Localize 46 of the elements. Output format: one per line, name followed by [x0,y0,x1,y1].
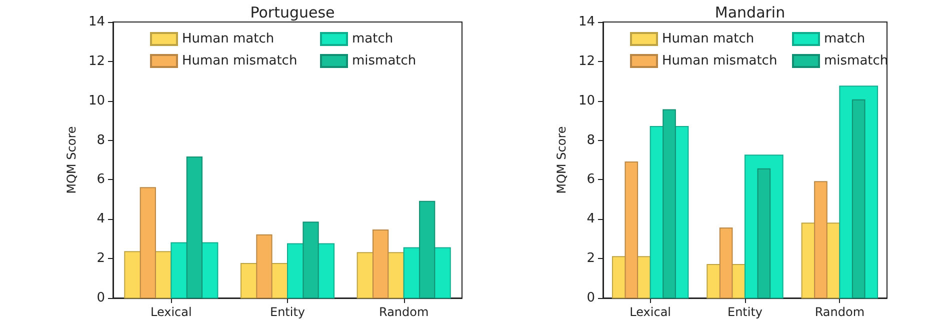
bar [662,109,676,298]
bar [719,228,733,298]
y-tick-label: 2 [96,251,105,266]
x-tick-label: Random [378,305,429,319]
bar [419,200,436,298]
bar [757,168,771,298]
legend-label: match [352,32,394,46]
legend-label: Human mismatch [662,54,778,68]
y-tick-label: 6 [96,172,105,188]
y-tick-label: 10 [88,93,105,108]
bar [814,181,828,298]
x-tick-label: Entity [727,305,763,319]
bar [256,234,272,298]
y-tick-label: 4 [586,212,595,227]
y-axis-title: MQM Score [64,126,79,194]
y-tick-label: 4 [96,212,105,227]
y-tick-label: 8 [586,132,595,148]
legend-label: mismatch [824,54,888,68]
y-tick-label: 12 [578,54,595,69]
bar [186,156,202,298]
y-tick-label: 14 [578,14,595,30]
y-tick-label: 2 [586,251,595,266]
bar [302,222,319,298]
legend-label: Human match [662,32,754,46]
y-tick-label: 12 [88,54,105,69]
legend-label: match [824,32,866,46]
legend-label: Human match [182,32,274,46]
chart-title: Portuguese [250,4,335,22]
x-tick-label: Entity [270,305,306,319]
y-tick-label: 14 [88,14,105,30]
bar [852,99,866,298]
bar [372,229,389,298]
bar [624,161,638,298]
legend-label: Human mismatch [182,54,298,68]
bar [140,187,156,298]
legend-label: mismatch [352,54,416,68]
x-tick-label: Lexical [150,305,192,319]
y-tick-label: 10 [578,93,595,108]
x-tick-label: Lexical [630,305,672,319]
y-tick-label: 0 [586,290,595,306]
y-tick-label: 8 [96,132,105,148]
y-tick-label: 6 [586,172,595,188]
x-tick-label: Random [814,305,865,319]
chart-title: Mandarin [714,4,786,22]
y-axis-title: MQM Score [554,126,569,194]
y-tick-label: 0 [96,290,105,306]
